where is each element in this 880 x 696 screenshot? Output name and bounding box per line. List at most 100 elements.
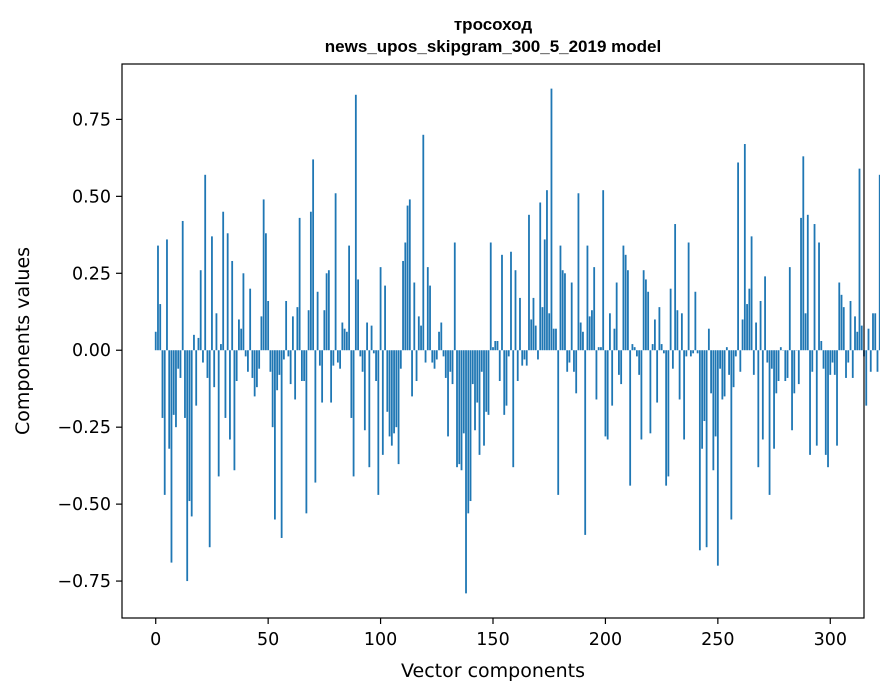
- bar-239: [692, 350, 695, 354]
- bar-191: [584, 350, 587, 535]
- bar-171: [539, 202, 542, 351]
- bar-308: [847, 350, 850, 363]
- bar-53: [274, 350, 276, 520]
- bar-293: [813, 224, 816, 351]
- bar-109: [399, 350, 402, 369]
- bar-15: [188, 350, 191, 502]
- bar-12: [181, 220, 184, 351]
- bar-144: [478, 350, 481, 455]
- bar-236: [685, 350, 688, 357]
- bar-79: [332, 350, 335, 366]
- bar-61: [291, 316, 294, 351]
- y-tick-label-5: 0.50: [72, 187, 111, 207]
- bar-82: [339, 350, 341, 369]
- bar-304: [838, 282, 841, 351]
- bar-41: [247, 350, 249, 372]
- bar-103: [386, 350, 389, 412]
- bar-10: [177, 350, 180, 369]
- bar-132: [451, 350, 454, 385]
- bar-219: [647, 291, 650, 351]
- bar-54: [276, 350, 279, 391]
- bar-125: [435, 350, 438, 360]
- bar-227: [665, 350, 668, 486]
- bar-301: [831, 350, 834, 363]
- bar-122: [429, 285, 431, 351]
- bar-153: [498, 350, 501, 382]
- bar-115: [413, 282, 416, 351]
- bar-249: [714, 350, 717, 437]
- bar-259: [737, 162, 739, 351]
- bar-37: [238, 319, 240, 351]
- bar-85: [345, 331, 348, 351]
- bar-185: [570, 282, 573, 351]
- bar-248: [712, 350, 715, 471]
- bar-19: [197, 337, 200, 351]
- bar-129: [444, 350, 447, 378]
- bar-92: [361, 350, 364, 372]
- bar-265: [750, 236, 753, 351]
- bar-77: [327, 270, 330, 351]
- bar-282: [788, 267, 791, 351]
- y-tick-label-0: −0.75: [57, 572, 111, 592]
- bar-100: [379, 267, 382, 351]
- bar-17: [193, 334, 195, 351]
- bar-303: [836, 350, 838, 446]
- bars-group: [154, 88, 880, 594]
- bar-217: [642, 270, 645, 351]
- bar-283: [791, 350, 793, 431]
- bar-295: [818, 242, 820, 351]
- bar-59: [287, 350, 290, 357]
- x-tick-label-100: 100: [364, 630, 397, 650]
- bar-257: [732, 350, 735, 388]
- bar-145: [480, 350, 483, 372]
- bar-254: [725, 347, 728, 351]
- bar-42: [249, 288, 252, 351]
- bar-33: [229, 350, 231, 440]
- bar-223: [656, 350, 659, 403]
- bar-23: [206, 350, 209, 378]
- bar-50: [267, 300, 270, 351]
- bar-40: [244, 350, 247, 357]
- bar-204: [613, 328, 616, 351]
- bar-34: [231, 260, 234, 351]
- bar-193: [588, 316, 591, 351]
- bar-84: [343, 328, 346, 351]
- bar-87: [350, 350, 353, 418]
- bar-296: [820, 341, 823, 351]
- bar-170: [537, 350, 539, 360]
- bar-267: [755, 322, 757, 351]
- bar-255: [728, 350, 730, 375]
- bar-108: [397, 350, 400, 465]
- bar-234: [680, 313, 683, 351]
- bar-80: [334, 193, 337, 351]
- bar-150: [492, 347, 494, 351]
- bar-155: [503, 350, 506, 415]
- bar-4: [163, 350, 166, 495]
- bar-68: [307, 310, 310, 351]
- bar-266: [752, 350, 755, 375]
- y-tick-label-2: −0.25: [57, 418, 111, 438]
- bar-81: [336, 350, 339, 363]
- bar-46: [258, 350, 261, 369]
- bar-262: [743, 144, 746, 351]
- bar-165: [525, 350, 528, 366]
- x-tick-label-200: 200: [589, 630, 622, 650]
- bar-264: [748, 288, 751, 351]
- bar-216: [640, 350, 643, 440]
- bar-201: [606, 350, 609, 440]
- bar-96: [370, 325, 373, 351]
- bar-38: [240, 328, 243, 351]
- bar-139: [467, 350, 470, 514]
- x-tick-label-300: 300: [814, 630, 847, 650]
- bar-183: [566, 350, 569, 372]
- bar-260: [739, 350, 742, 372]
- bar-29: [220, 344, 222, 351]
- bar-210: [627, 270, 629, 351]
- bar-243: [701, 350, 704, 449]
- bar-187: [575, 350, 578, 394]
- bar-269: [759, 300, 762, 351]
- bar-30: [222, 211, 225, 351]
- bar-142: [474, 350, 476, 431]
- bar-228: [667, 350, 670, 477]
- bar-60: [289, 350, 292, 385]
